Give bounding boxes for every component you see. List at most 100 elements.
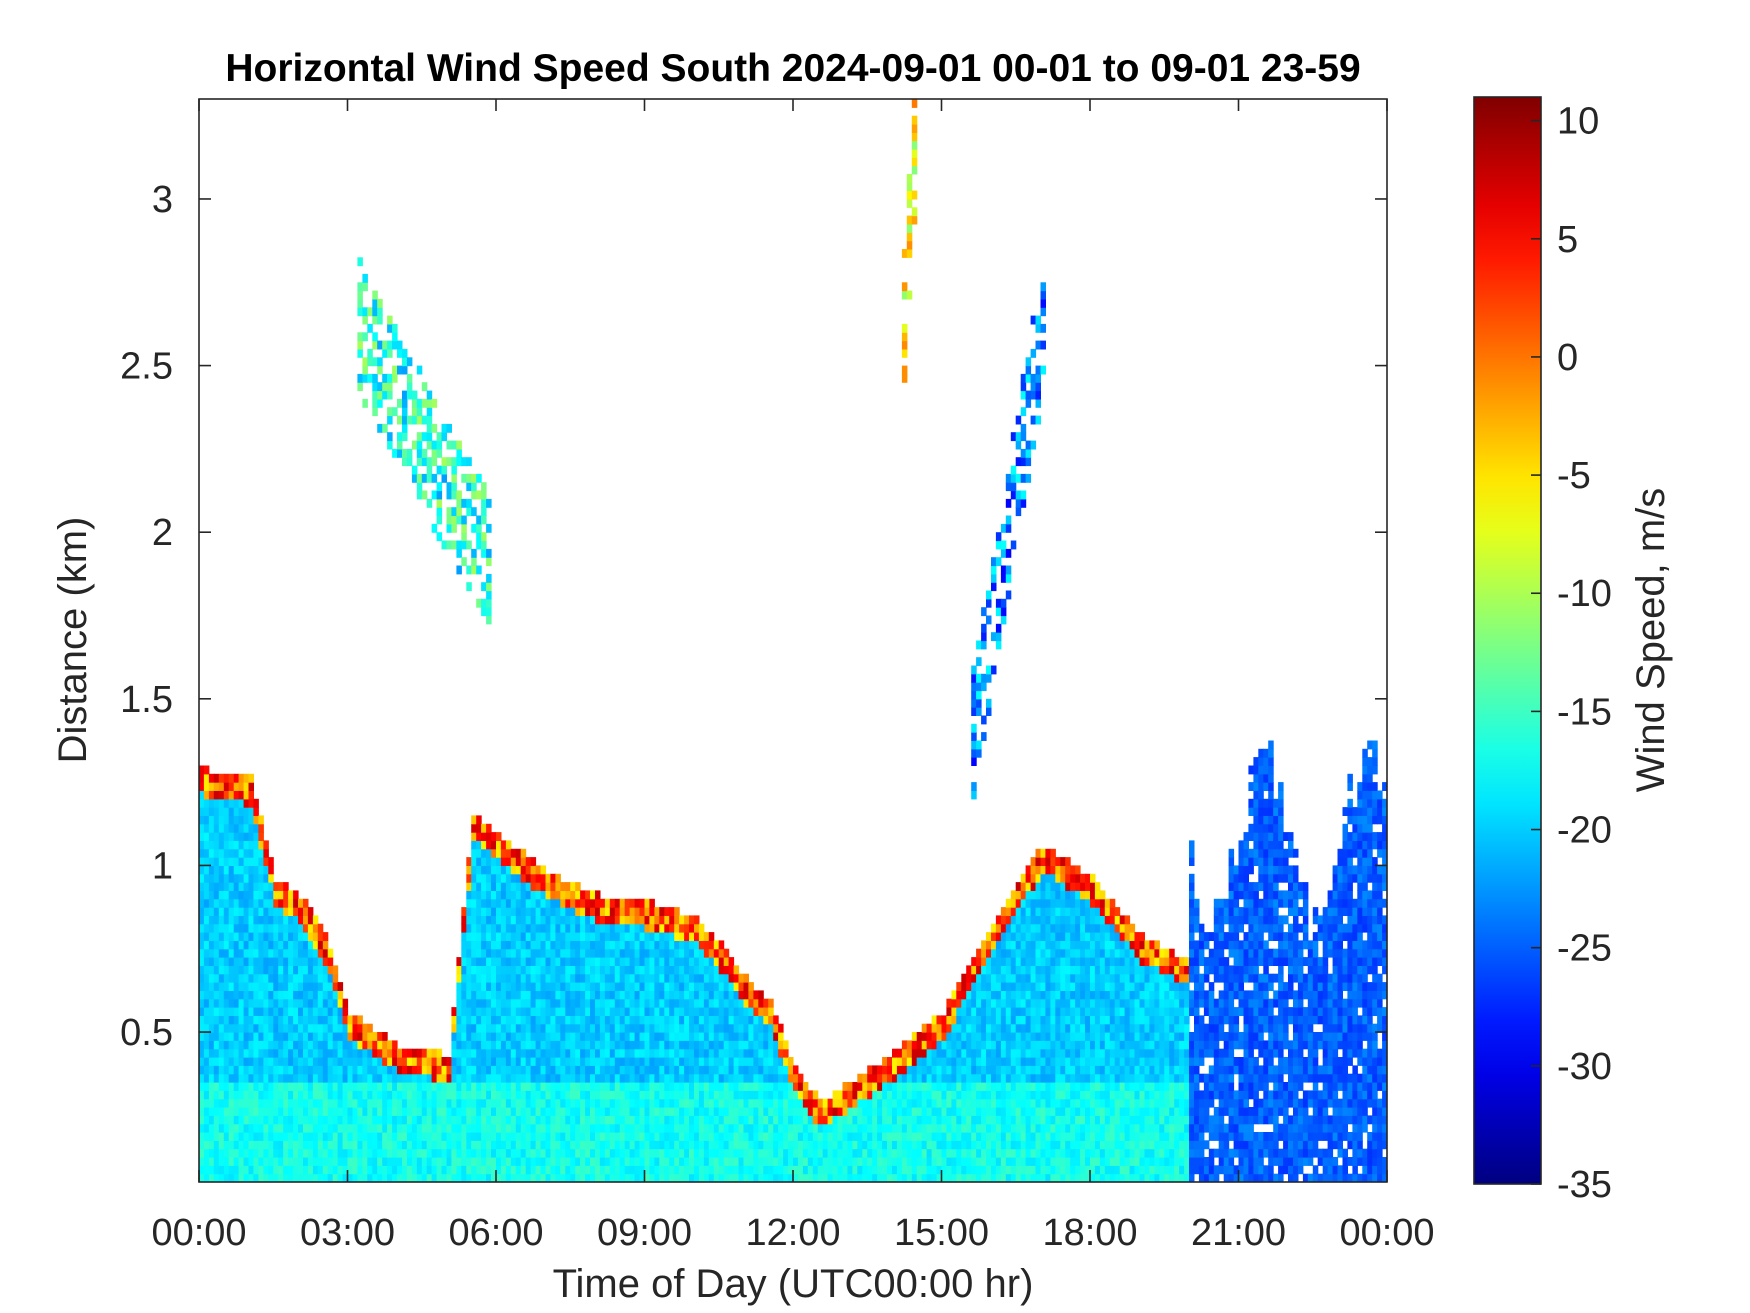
heatmap-cell — [887, 1140, 893, 1150]
heatmap-cell — [199, 782, 205, 791]
heatmap-cell — [728, 1173, 735, 1182]
heatmap-cell — [609, 973, 616, 983]
heatmap-cell — [966, 1082, 972, 1091]
heatmap-cell — [535, 1132, 542, 1141]
heatmap-cell — [585, 1073, 591, 1083]
heatmap-cell — [674, 1140, 680, 1150]
heatmap-cell — [486, 1040, 492, 1050]
heatmap-cell — [590, 1107, 596, 1116]
heatmap-cell — [218, 1098, 225, 1108]
heatmap-cell — [421, 1057, 428, 1066]
heatmap-cell — [278, 1057, 284, 1066]
heatmap-cell — [377, 315, 383, 325]
heatmap-cell — [233, 1098, 240, 1108]
heatmap-cell — [510, 1157, 517, 1166]
heatmap-cell — [342, 1048, 349, 1058]
heatmap-cell — [243, 973, 250, 983]
heatmap-cell — [565, 1048, 571, 1058]
heatmap-cell — [540, 873, 546, 883]
heatmap-cell — [689, 1173, 695, 1182]
heatmap-cell — [926, 1073, 933, 1083]
heatmap-cell — [307, 1132, 314, 1141]
heatmap-cell — [773, 1098, 779, 1108]
heatmap-cell — [213, 1065, 220, 1075]
heatmap-cell — [303, 1140, 309, 1150]
heatmap-cell — [936, 1173, 942, 1182]
heatmap-cell — [476, 948, 482, 958]
heatmap-cell — [1010, 1107, 1017, 1116]
heatmap-cell — [1000, 1132, 1007, 1141]
heatmap-cell — [456, 1140, 462, 1150]
heatmap-cell — [520, 882, 527, 891]
heatmap-cell — [896, 1048, 903, 1058]
heatmap-cell — [268, 865, 274, 875]
heatmap-cell — [199, 1157, 205, 1166]
heatmap-cell — [585, 907, 591, 916]
heatmap-cell — [961, 1107, 967, 1116]
heatmap-cell — [822, 1123, 829, 1133]
heatmap-cell — [595, 1048, 601, 1058]
heatmap-cell — [471, 490, 477, 500]
heatmap-cell — [223, 1173, 230, 1182]
heatmap-cell — [644, 915, 650, 925]
heatmap-cell — [906, 1157, 913, 1166]
heatmap-cell — [303, 973, 309, 983]
heatmap-cell — [268, 1148, 274, 1158]
heatmap-cell — [431, 490, 438, 500]
heatmap-cell — [961, 973, 967, 983]
heatmap-cell — [496, 973, 502, 983]
heatmap-cell — [446, 1132, 452, 1141]
heatmap-cell — [327, 1115, 334, 1125]
heatmap-cell — [1005, 973, 1012, 983]
heatmap-cell — [461, 540, 467, 550]
heatmap-cell — [966, 1032, 972, 1041]
heatmap-cell — [387, 382, 393, 392]
heatmap-cell — [738, 1165, 744, 1175]
heatmap-cell — [877, 1157, 883, 1166]
heatmap-cell — [669, 1007, 675, 1016]
heatmap-cell — [213, 957, 220, 966]
heatmap-cell — [293, 1082, 299, 1091]
heatmap-cell — [565, 915, 571, 925]
heatmap-cell — [347, 1148, 353, 1158]
heatmap-cell — [377, 390, 383, 400]
heatmap-cell — [783, 1157, 789, 1166]
heatmap-cell — [203, 923, 210, 933]
heatmap-cell — [491, 998, 497, 1008]
heatmap-cell — [778, 1073, 784, 1083]
heatmap-cell — [505, 1032, 512, 1041]
heatmap-cell — [362, 365, 368, 375]
heatmap-cell — [694, 1065, 700, 1075]
heatmap-cell — [273, 1123, 279, 1133]
heatmap-cell — [481, 957, 487, 966]
heatmap-cell — [703, 1082, 710, 1091]
heatmap-cell — [357, 1032, 363, 1041]
heatmap-cell — [545, 1148, 551, 1158]
heatmap-cell — [941, 1173, 947, 1182]
heatmap-cell — [278, 890, 284, 900]
heatmap-cell — [550, 1048, 556, 1058]
heatmap-cell — [644, 907, 650, 916]
heatmap-cell — [476, 1082, 482, 1091]
heatmap-cell — [228, 1123, 235, 1133]
heatmap-cell — [367, 1073, 373, 1083]
heatmap-cell — [649, 923, 655, 933]
heatmap-cell — [629, 1090, 636, 1100]
heatmap-cell — [664, 1173, 670, 1182]
heatmap-cell — [802, 1157, 809, 1166]
heatmap-cell — [743, 973, 749, 983]
heatmap-cell — [961, 1157, 967, 1166]
heatmap-cell — [763, 1065, 769, 1075]
heatmap-cell — [753, 1157, 759, 1166]
heatmap-cell — [872, 1123, 878, 1133]
heatmap-cell — [936, 1023, 942, 1033]
heatmap-cell — [797, 1082, 804, 1091]
heatmap-cell — [228, 790, 235, 800]
heatmap-cell — [619, 898, 626, 908]
heatmap-cell — [545, 1090, 551, 1100]
heatmap-cell — [421, 1123, 428, 1133]
heatmap-cell — [491, 957, 497, 966]
heatmap-cell — [273, 1007, 279, 1016]
heatmap-cell — [238, 990, 245, 1000]
heatmap-cell — [802, 1173, 809, 1182]
